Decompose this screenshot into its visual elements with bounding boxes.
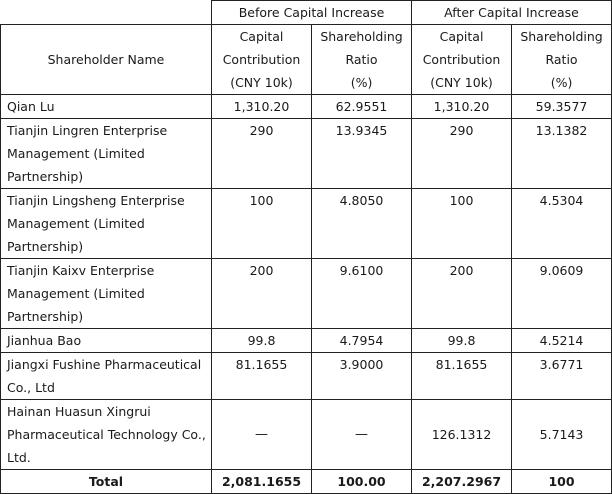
- shareholder-name-cell: Jiangxi Fushine Pharmaceutical Co., Ltd: [0, 352, 212, 400]
- corner-blank-cell: [0, 0, 212, 25]
- before-capital-cell: —: [211, 399, 312, 470]
- before-increase-header: Before Capital Increase: [210, 0, 413, 25]
- before-ratio-cell: 4.8050: [310, 188, 413, 259]
- after-increase-header: After Capital Increase: [411, 0, 612, 25]
- shareholder-name-cell: Qian Lu: [0, 94, 212, 119]
- total-row: Total 2,081.1655 100.00 2,207.2967 100: [0, 469, 612, 494]
- shareholder-name-header: Shareholder Name: [0, 24, 212, 95]
- after-capital-header: Capital Contribution (CNY 10k): [411, 24, 513, 95]
- before-ratio-cell: 4.7954: [310, 328, 413, 353]
- group-header-row: Before Capital Increase After Capital In…: [0, 0, 612, 25]
- after-ratio-cell: 13.1382: [511, 118, 612, 189]
- after-ratio-cell: 5.7143: [511, 399, 612, 470]
- table-row: Tianjin Lingsheng Enterprise Management …: [0, 188, 612, 259]
- before-capital-cell: 200: [211, 258, 312, 329]
- shareholder-name-cell: Jianhua Bao: [0, 328, 212, 353]
- before-capital-cell: 1,310.20: [211, 94, 312, 119]
- after-ratio-header: Shareholding Ratio (%): [511, 24, 612, 95]
- column-header-row: Shareholder Name Capital Contribution (C…: [0, 24, 612, 95]
- total-before-capital-cell: 2,081.1655: [211, 469, 312, 494]
- total-label-cell: Total: [0, 469, 212, 494]
- after-capital-cell: 100: [411, 188, 513, 259]
- before-ratio-cell: 9.6100: [310, 258, 413, 329]
- after-ratio-cell: 59.3577: [511, 94, 612, 119]
- after-capital-cell: 81.1655: [411, 352, 513, 400]
- before-capital-header: Capital Contribution (CNY 10k): [211, 24, 312, 95]
- after-capital-cell: 99.8: [411, 328, 513, 353]
- after-ratio-cell: 3.6771: [511, 352, 612, 400]
- before-ratio-cell: —: [310, 399, 413, 470]
- after-ratio-cell: 4.5304: [511, 188, 612, 259]
- shareholder-name-cell: Hainan Huasun Xingrui Pharmaceutical Tec…: [0, 399, 212, 470]
- before-capital-cell: 100: [211, 188, 312, 259]
- before-ratio-cell: 13.9345: [310, 118, 413, 189]
- total-before-ratio-cell: 100.00: [310, 469, 413, 494]
- total-after-capital-cell: 2,207.2967: [411, 469, 513, 494]
- after-capital-cell: 1,310.20: [411, 94, 513, 119]
- before-capital-cell: 290: [211, 118, 312, 189]
- after-capital-cell: 200: [411, 258, 513, 329]
- after-ratio-cell: 4.5214: [511, 328, 612, 353]
- before-capital-cell: 81.1655: [211, 352, 312, 400]
- table-row: Tianjin Lingren Enterprise Management (L…: [0, 118, 612, 189]
- before-ratio-header: Shareholding Ratio (%): [310, 24, 413, 95]
- shareholder-name-cell: Tianjin Lingren Enterprise Management (L…: [0, 118, 212, 189]
- table-row: Qian Lu 1,310.20 62.9551 1,310.20 59.357…: [0, 94, 612, 119]
- table-row: Jianhua Bao 99.8 4.7954 99.8 4.5214: [0, 328, 612, 353]
- shareholder-name-cell: Tianjin Lingsheng Enterprise Management …: [0, 188, 212, 259]
- before-ratio-cell: 62.9551: [310, 94, 413, 119]
- table-row: Tianjin Kaixv Enterprise Management (Lim…: [0, 258, 612, 329]
- after-capital-cell: 126.1312: [411, 399, 513, 470]
- table-row: Hainan Huasun Xingrui Pharmaceutical Tec…: [0, 399, 612, 470]
- before-ratio-cell: 3.9000: [310, 352, 413, 400]
- after-ratio-cell: 9.0609: [511, 258, 612, 329]
- before-capital-cell: 99.8: [211, 328, 312, 353]
- total-after-ratio-cell: 100: [511, 469, 612, 494]
- shareholder-name-cell: Tianjin Kaixv Enterprise Management (Lim…: [0, 258, 212, 329]
- table-row: Jiangxi Fushine Pharmaceutical Co., Ltd …: [0, 352, 612, 400]
- after-capital-cell: 290: [411, 118, 513, 189]
